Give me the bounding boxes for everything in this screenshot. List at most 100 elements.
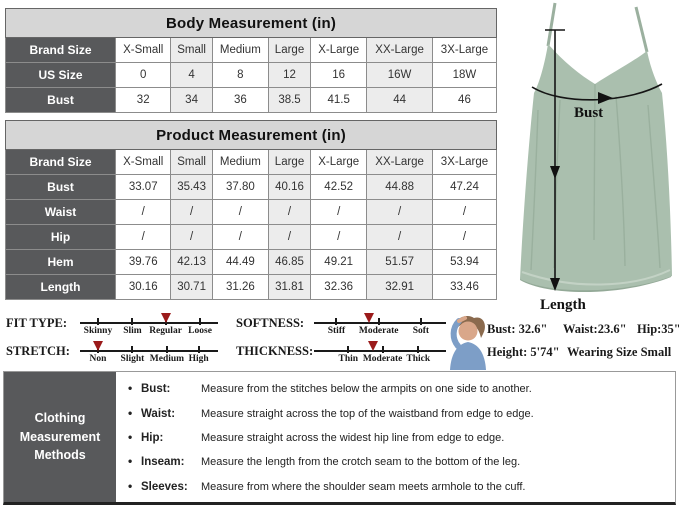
slider-option-label: Skinny xyxy=(83,326,113,336)
value-cell: 36 xyxy=(211,87,269,113)
slider-option-label: Moderate xyxy=(358,326,399,336)
method-description: Measure straight across the top of the w… xyxy=(201,407,534,420)
value-cell: 31.81 xyxy=(267,274,312,300)
value-cell: 47.24 xyxy=(431,174,498,200)
value-cell: 46 xyxy=(431,87,498,113)
value-cell: 35.43 xyxy=(170,174,213,200)
row-header: US Size xyxy=(5,62,116,88)
length-diagram-label: Length xyxy=(540,297,587,313)
value-cell: / xyxy=(114,199,172,225)
length-arrowhead-icon xyxy=(550,166,560,179)
slider-line xyxy=(314,350,446,352)
row-header: Hem xyxy=(5,249,116,275)
product-measurement-table: Product Measurement (in) Brand Size X-Smal… xyxy=(5,120,498,300)
bullet-icon: • xyxy=(128,405,133,420)
table-title: Body Measurement (in) xyxy=(5,8,497,38)
slider-tick xyxy=(335,318,338,325)
value-cell: 32.36 xyxy=(310,274,368,300)
slider-option-label: Non xyxy=(89,354,107,364)
value-cell: 0 xyxy=(114,62,172,88)
method-description: Measure from where the shoulder seam mee… xyxy=(201,480,526,493)
value-cell: 34 xyxy=(170,87,213,113)
value-cell: 39.76 xyxy=(114,249,172,275)
value-cell: 30.71 xyxy=(170,274,213,300)
size-cell: Medium xyxy=(211,37,269,63)
slider-marker-icon xyxy=(92,341,103,351)
method-description: Measure the length from the crotch seam … xyxy=(201,456,521,469)
value-cell: 41.5 xyxy=(310,87,368,113)
dress-body xyxy=(520,44,672,291)
value-cell: 12 xyxy=(267,62,312,88)
slider-line xyxy=(80,322,218,324)
value-cell: / xyxy=(267,199,312,225)
value-cell: 53.94 xyxy=(431,249,498,275)
slider-label: SOFTNESS: xyxy=(236,316,305,330)
method-description: Measure straight across the widest hip l… xyxy=(201,431,505,444)
row-header: Length xyxy=(5,274,116,300)
slider-option-label: Thick xyxy=(406,354,431,364)
slider-tick xyxy=(131,346,134,353)
slider-option-label: Regular xyxy=(149,326,182,336)
value-cell: 44.88 xyxy=(366,174,433,200)
slider-marker-icon xyxy=(160,313,171,323)
table-title: Product Measurement (in) xyxy=(5,120,497,150)
bullet-icon: • xyxy=(128,454,133,469)
row-header: Bust xyxy=(5,174,116,200)
value-cell: 18W xyxy=(431,62,498,88)
value-cell: 42.52 xyxy=(310,174,368,200)
value-cell: / xyxy=(366,199,433,225)
slider-track: Non Slight Medium High xyxy=(80,341,218,370)
slider-option-label: Stiff xyxy=(327,326,346,336)
value-cell: 32 xyxy=(114,87,172,113)
value-cell: 33.46 xyxy=(431,274,498,300)
value-cell: 16W xyxy=(366,62,433,88)
value-cell: 51.57 xyxy=(366,249,433,275)
value-cell: / xyxy=(267,224,312,250)
slider-tick xyxy=(419,318,422,325)
slider-option-label: Slight xyxy=(120,354,145,364)
slider-option-label: Medium xyxy=(149,354,185,364)
size-cell: X-Large xyxy=(310,37,368,63)
slider-tick xyxy=(377,318,380,325)
value-cell: 44 xyxy=(366,87,433,113)
slider-tick xyxy=(197,346,200,353)
value-cell: 38.5 xyxy=(267,87,312,113)
slider-tick xyxy=(96,318,99,325)
size-cell: X-Small xyxy=(114,149,172,175)
method-item: • Inseam: Measure the length from the crot… xyxy=(128,454,665,468)
bust-diagram-label: Bust xyxy=(574,105,603,121)
size-cell: Large xyxy=(267,37,312,63)
method-item: • Waist: Measure straight across the top o… xyxy=(128,406,665,420)
size-cell: Small xyxy=(170,149,213,175)
size-cell: 3X-Large xyxy=(431,37,498,63)
length-arrowhead-icon xyxy=(550,278,560,291)
value-cell: / xyxy=(431,224,498,250)
value-cell: 42.13 xyxy=(170,249,213,275)
value-cell: 40.16 xyxy=(267,174,312,200)
size-cell: Large xyxy=(267,149,312,175)
method-term: Bust: xyxy=(141,383,171,396)
model-hip-stat: Hip:35" xyxy=(637,322,679,336)
bullet-icon: • xyxy=(128,381,133,396)
bullet-icon: • xyxy=(128,478,133,493)
dress-measure-diagram: Bust Length xyxy=(520,2,672,313)
bullet-icon: • xyxy=(128,429,133,444)
thickness-slider: THICKNESS: Thin Moderate Thick xyxy=(236,341,446,370)
bust-measure-arrow xyxy=(531,83,663,101)
size-cell: XX-Large xyxy=(366,149,433,175)
row-header: Brand Size xyxy=(5,37,116,63)
slider-tick xyxy=(165,346,168,353)
method-item: • Hip: Measure straight across the widest … xyxy=(128,430,665,444)
value-cell: 37.80 xyxy=(211,174,269,200)
slider-option-label: Thin xyxy=(338,354,359,364)
slider-label: STRETCH: xyxy=(6,344,70,358)
value-cell: 46.85 xyxy=(267,249,312,275)
value-cell: 44.49 xyxy=(211,249,269,275)
value-cell: / xyxy=(170,199,213,225)
method-item: • Sleeves: Measure from where the shoulder… xyxy=(128,479,665,493)
model-waist-stat: Waist:23.6" xyxy=(563,322,627,336)
model-wearing-size: Wearing Size Small xyxy=(567,345,672,359)
slider-label: FIT TYPE: xyxy=(6,316,68,330)
model-photo xyxy=(450,316,486,370)
size-cell: XX-Large xyxy=(366,37,433,63)
